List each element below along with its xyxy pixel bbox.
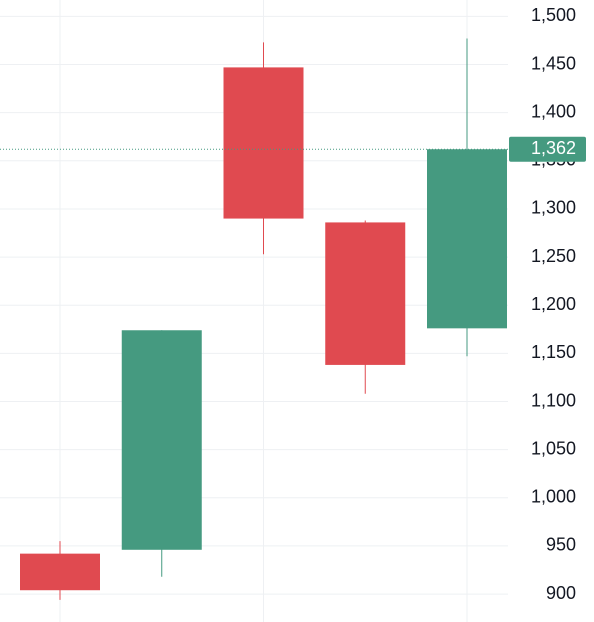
candle-body [121,330,202,550]
y-tick-label: 1,450 [531,53,576,73]
y-tick-label: 1,200 [531,294,576,314]
y-tick-label: 950 [546,535,576,555]
candle-body [223,67,304,219]
y-tick-label: 1,500 [531,5,576,25]
candle-body [20,553,100,591]
y-tick-label: 1,000 [531,487,576,507]
y-tick-label: 1,250 [531,246,576,266]
y-tick-label: 1,150 [531,342,576,362]
y-tick-label: 1,300 [531,198,576,218]
y-tick-label: 1,400 [531,101,576,121]
last-price-box [509,136,586,162]
y-tick-label: 1,100 [531,390,576,410]
y-tick-label: 900 [546,583,576,603]
candle-body [325,222,406,365]
candle-body [427,149,507,329]
y-tick-label: 1,050 [531,438,576,458]
last-price-label: 1,362 [531,138,576,158]
